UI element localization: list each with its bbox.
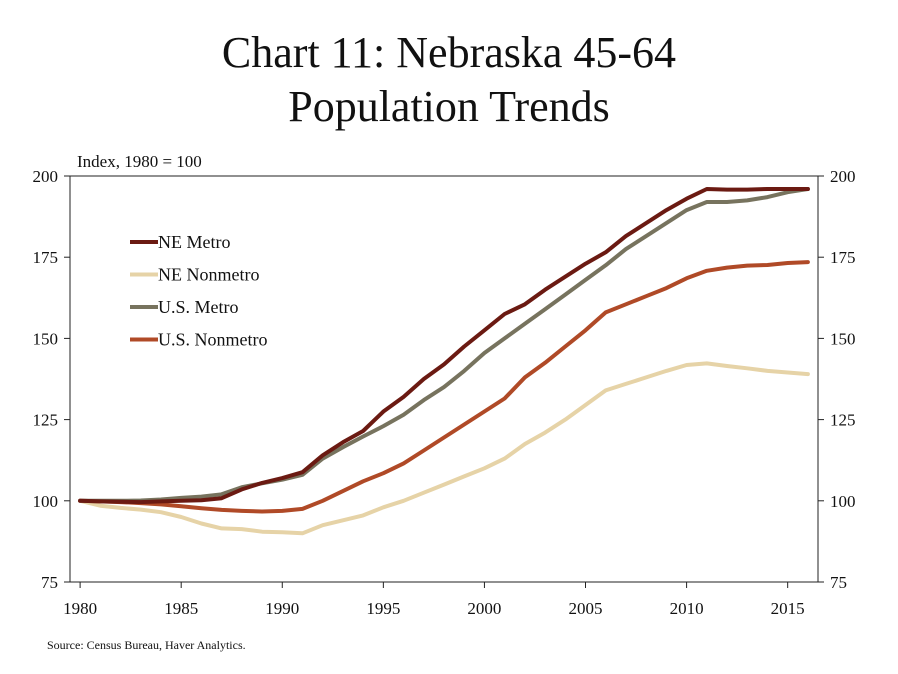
units-label: Index, 1980 = 100: [77, 152, 202, 171]
legend-label-ne-nonmetro: NE Nonmetro: [158, 265, 259, 285]
y-tick-label-left: 200: [33, 167, 59, 186]
x-tick-label: 1980: [63, 599, 97, 618]
legend: NE Metro NE Nonmetro U.S. Metro U.S. Nonmet…: [130, 232, 268, 350]
x-tick-label: 1995: [366, 599, 400, 618]
series-line-ne-metro: [78, 187, 810, 505]
y-tick-label-right: 125: [830, 411, 856, 430]
legend-label-ne-metro: NE Metro: [158, 232, 230, 252]
y-tick-label-left: 75: [41, 573, 58, 592]
x-tick-label: 2010: [670, 599, 704, 618]
source-note: Source: Census Bureau, Haver Analytics.: [47, 638, 246, 652]
y-tick-label-left: 125: [33, 411, 59, 430]
chart-title-line-2: Population Trends: [288, 82, 610, 131]
x-tick-label: 2005: [569, 599, 603, 618]
x-tick-label: 2000: [467, 599, 501, 618]
legend-label-u-s-metro: U.S. Metro: [158, 297, 239, 317]
x-tick-label: 1990: [265, 599, 299, 618]
y-tick-label-right: 200: [830, 167, 856, 186]
y-tick-label-left: 175: [33, 248, 59, 267]
plot-frame: [69, 175, 819, 583]
legend-label-u-s-nonmetro: U.S. Nonmetro: [158, 330, 268, 350]
series-lines: [78, 187, 810, 536]
x-tick-label: 1985: [164, 599, 198, 618]
axes: 75 75 100 100 125 125 150 150 175 175 200 200 1980 19…: [33, 167, 856, 618]
y-tick-label-right: 175: [830, 248, 856, 267]
series-line-ne-nonmetro: [78, 361, 810, 536]
x-tick-label: 2015: [771, 599, 805, 618]
y-tick-label-left: 150: [33, 329, 59, 348]
series-line-u-s-metro: [78, 187, 810, 503]
series-line-u-s-nonmetro: [78, 260, 810, 514]
y-tick-label-left: 100: [33, 492, 59, 511]
y-tick-label-right: 100: [830, 492, 856, 511]
chart-title: Chart 11: Nebraska 45-64 Population Tren…: [0, 26, 898, 134]
y-tick-label-right: 75: [830, 573, 847, 592]
chart-title-line-1: Chart 11: Nebraska 45-64: [221, 28, 677, 77]
y-tick-label-right: 150: [830, 329, 856, 348]
